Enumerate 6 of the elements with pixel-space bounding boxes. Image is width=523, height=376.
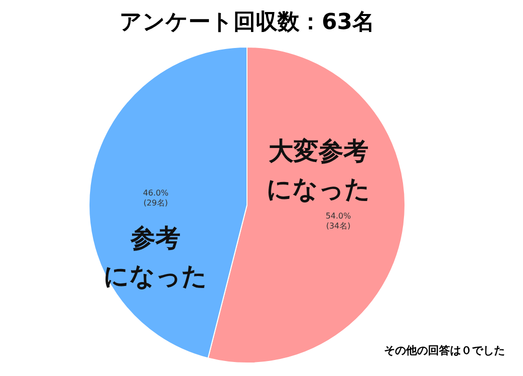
text: その他の回答は０でした (384, 344, 505, 357)
slice-label: 大変参考になった (266, 136, 370, 204)
data-label: 54.0% (34名) (326, 211, 352, 230)
chart-title: アンケート回収数：63名 (120, 10, 374, 35)
data-label: 46.0% (29名) (143, 188, 169, 208)
slice-label: 参考になった (104, 224, 208, 291)
